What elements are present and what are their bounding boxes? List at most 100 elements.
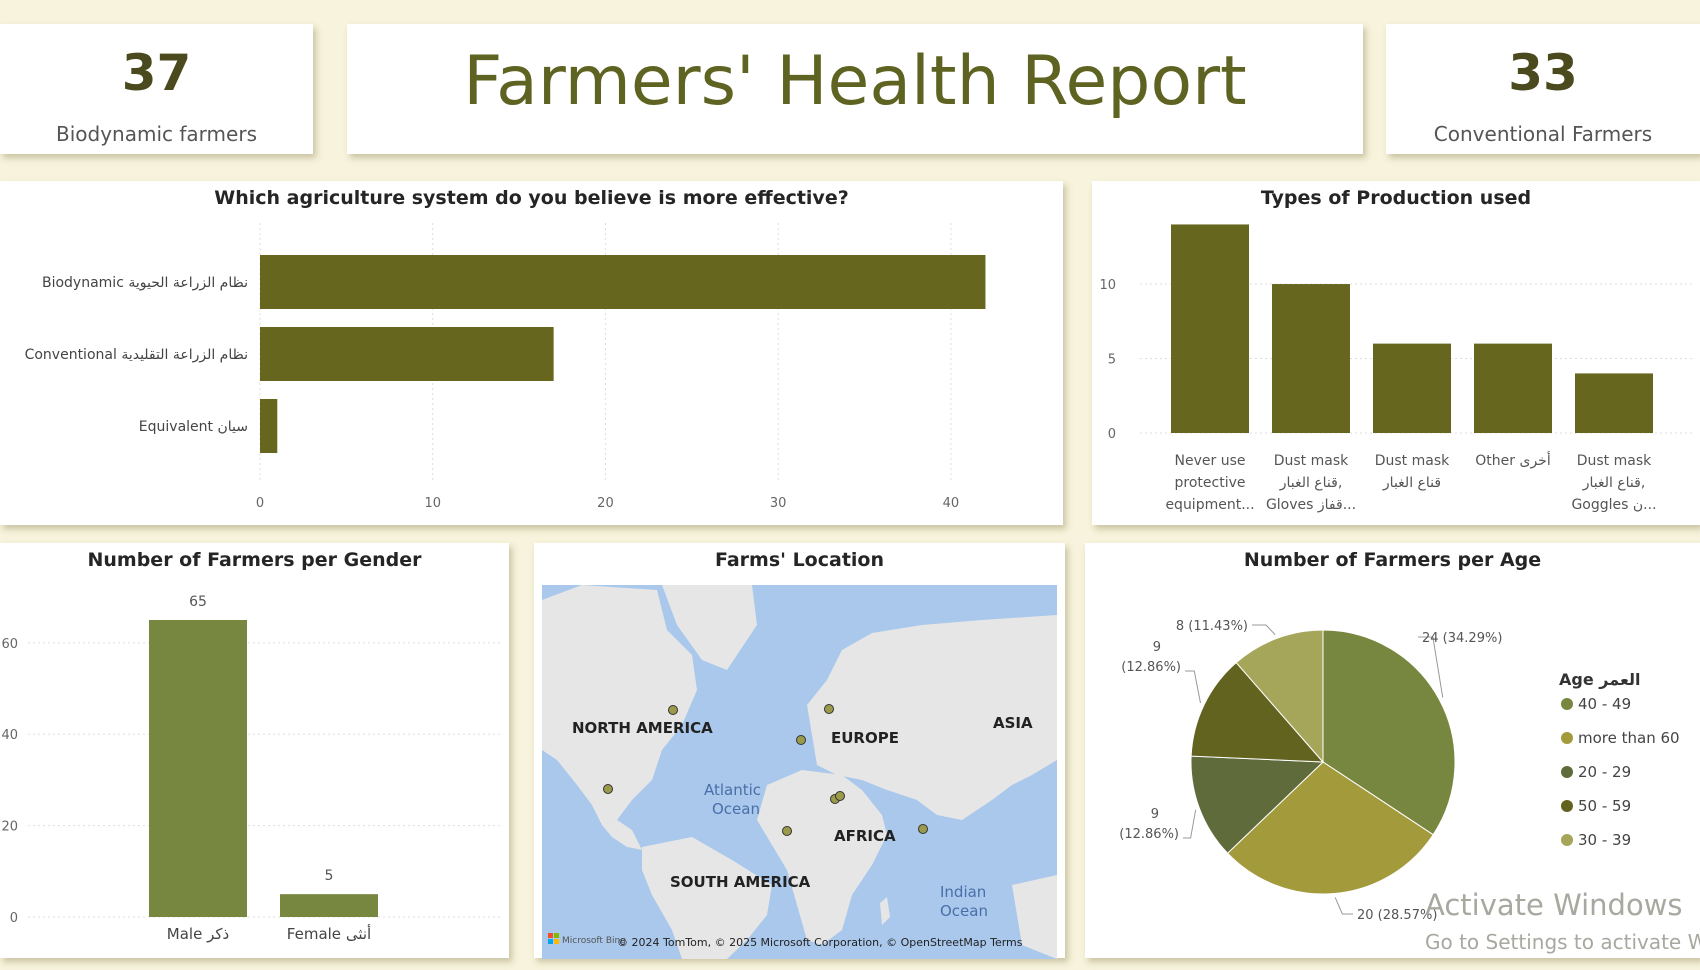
legend-marker <box>1561 732 1573 744</box>
age-chart-card[interactable]: Number of Farmers per Age 24 (34.29%) 20 … <box>1085 543 1700 958</box>
data-label: 24 (34.29%) <box>1422 631 1502 646</box>
bar[interactable] <box>260 327 554 381</box>
y-tick-label: 60 <box>1 637 18 652</box>
legend-marker <box>1561 698 1573 710</box>
legend-marker <box>1561 766 1573 778</box>
pie-slice[interactable] <box>1235 629 1324 764</box>
farm-marker[interactable] <box>824 704 834 714</box>
y-category-label: Equivalent سيان <box>139 419 248 435</box>
chart-title: Number of Farmers per Gender <box>87 549 422 571</box>
x-tick-label: 20 <box>597 496 614 511</box>
data-label: 20 (28.57%) <box>1357 908 1437 923</box>
bar[interactable] <box>1474 343 1552 433</box>
map-label-north-america: NORTH AMERICA <box>572 719 713 737</box>
bar[interactable] <box>260 255 986 309</box>
microsoft-logo-icon <box>548 933 559 944</box>
effective-chart-card[interactable]: Which agriculture system do you believe … <box>0 181 1063 525</box>
data-label: 8 (11.43%) <box>1176 619 1248 634</box>
data-label: 9 (12.86%) <box>1119 807 1179 842</box>
farm-marker[interactable] <box>796 735 806 745</box>
bar[interactable] <box>149 620 247 917</box>
legend-item: 50 - 59 <box>1578 797 1631 815</box>
map-attribution[interactable]: © 2024 TomTom, © 2025 Microsoft Corporat… <box>617 936 1023 949</box>
x-category-label: Never use <box>1175 453 1246 469</box>
chart-title: Types of Production used <box>1260 187 1532 209</box>
land-greenland <box>662 585 757 670</box>
kpi-value: 37 <box>121 44 192 102</box>
data-label: 9 (12.86%) <box>1121 640 1181 675</box>
leader-line <box>1252 624 1276 636</box>
x-category-label: Dust mask <box>1577 453 1652 469</box>
y-category-label: Biodynamic نظام الزراعة الحيوية <box>42 275 248 291</box>
bar[interactable] <box>1373 343 1451 433</box>
map-card[interactable]: Farms' Location NORTH AMERICA EUROPE ASI… <box>534 543 1065 959</box>
production-chart-card[interactable]: Types of Production used 0 5 10 Never use pr… <box>1092 181 1700 525</box>
farms-map[interactable]: NORTH AMERICA EUROPE ASIA AFRICA SOUTH A… <box>542 585 1057 959</box>
legend-item: more than 60 <box>1578 729 1680 747</box>
map-label-atlantic-ocean: Ocean <box>712 800 760 818</box>
x-tick-label: 0 <box>256 496 264 511</box>
y-tick-label: 0 <box>10 911 18 926</box>
bar[interactable] <box>1272 284 1350 433</box>
map-label-indian: Indian <box>940 883 986 901</box>
pie-slice[interactable] <box>1190 661 1325 763</box>
kpi-label: Biodynamic farmers <box>56 122 257 146</box>
map-label-asia: ASIA <box>993 714 1033 732</box>
production-chart[interactable]: 0 5 10 Never use protective equipment... Dust … <box>1092 181 1700 525</box>
legend-marker <box>1561 834 1573 846</box>
map-label-africa: AFRICA <box>834 827 896 845</box>
farm-marker[interactable] <box>835 791 845 801</box>
kpi-card-biodynamic: 37 Biodynamic farmers <box>0 24 313 154</box>
x-tick-label: 10 <box>424 496 441 511</box>
x-category-label: قناع الغبار, <box>1279 475 1343 491</box>
legend-item: 20 - 29 <box>1578 763 1631 781</box>
y-tick-label: 20 <box>1 820 18 835</box>
y-tick-label: 40 <box>1 728 18 743</box>
report-title-card: Farmers' Health Report <box>347 24 1363 154</box>
effective-chart[interactable]: 0 10 20 30 40 Biodynamic نظام الزراعة الحيوية… <box>0 181 1063 525</box>
x-category-label: Female أنثى <box>287 924 371 943</box>
x-category-label: Gloves قفاز... <box>1266 497 1356 513</box>
map-label-atlantic: Atlantic <box>704 781 761 799</box>
kpi-card-conventional: 33 Conventional Farmers <box>1386 24 1700 154</box>
x-category-label: Dust mask <box>1274 453 1349 469</box>
leader-line <box>1183 809 1197 839</box>
y-tick-label: 10 <box>1099 278 1116 293</box>
pie-slice[interactable] <box>1190 755 1325 854</box>
farm-marker[interactable] <box>603 784 613 794</box>
legend-item: 40 - 49 <box>1578 695 1631 713</box>
page-title: Farmers' Health Report <box>463 42 1247 121</box>
kpi-label: Conventional Farmers <box>1433 122 1653 146</box>
x-category-label: قناع الغبار, <box>1582 475 1646 491</box>
x-category-label: قناع الغبار <box>1382 475 1441 491</box>
x-category-label: protective <box>1175 475 1246 491</box>
bar[interactable] <box>1575 373 1653 433</box>
bar[interactable] <box>280 894 378 917</box>
bar[interactable] <box>1171 224 1249 433</box>
activate-windows-watermark: Activate Windows <box>1425 888 1683 922</box>
y-tick-label: 0 <box>1108 427 1116 442</box>
legend-marker <box>1561 800 1573 812</box>
age-chart[interactable]: 24 (34.29%) 20 (28.57%) 9 (12.86%) 9 (12.86%)… <box>1085 543 1700 958</box>
land-africa <box>757 770 887 945</box>
x-category-label: Male ذكر <box>167 925 229 943</box>
y-category-label: Conventional نظام الزراعة التقليدية <box>25 347 248 363</box>
bar[interactable] <box>260 399 278 453</box>
gender-chart-card[interactable]: Number of Farmers per Gender 0 20 40 60 65 Ma… <box>0 543 509 958</box>
x-category-label: Other أخرى <box>1475 451 1551 469</box>
x-tick-label: 40 <box>943 496 960 511</box>
gender-chart[interactable]: 0 20 40 60 65 Male ذكر 5 Female أنثى <box>0 543 509 958</box>
x-category-label: equipment... <box>1165 497 1254 513</box>
farm-marker[interactable] <box>668 705 678 715</box>
x-category-label: Goggles ن... <box>1571 497 1656 513</box>
farm-marker[interactable] <box>782 826 792 836</box>
farm-marker[interactable] <box>918 824 928 834</box>
leader-line <box>1418 636 1444 698</box>
land-eurasia <box>807 615 1057 820</box>
map-canvas[interactable]: NORTH AMERICA EUROPE ASIA AFRICA SOUTH A… <box>542 585 1057 959</box>
legend-title: Age العمر <box>1559 670 1640 689</box>
y-tick-label: 5 <box>1108 353 1116 368</box>
chart-title: Number of Farmers per Age <box>1243 549 1542 571</box>
leader-line <box>1334 897 1353 915</box>
pie-slice[interactable] <box>1226 761 1434 895</box>
